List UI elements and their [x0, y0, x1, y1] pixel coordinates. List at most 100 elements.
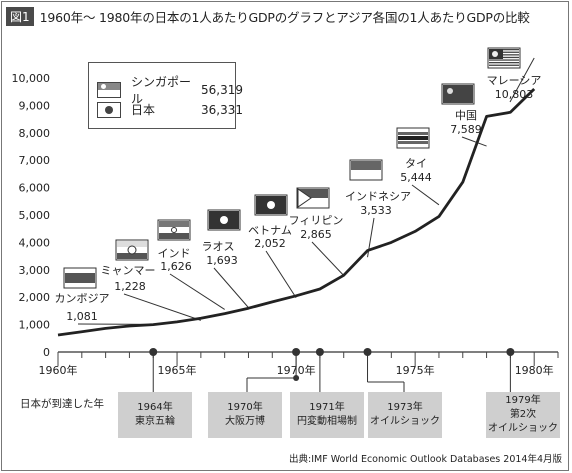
source-note: 出典:IMF World Economic Outlook Databases … [289, 454, 562, 465]
leader-line [265, 250, 297, 299]
y-tick-label: 2,000 [19, 291, 51, 304]
event-text: 東京五輪 [135, 416, 175, 427]
legend-name: 日本 [131, 103, 156, 117]
country-label: インドネシア [345, 190, 411, 203]
y-tick-label: 3,000 [19, 264, 51, 277]
country-value: 2,052 [254, 237, 286, 250]
x-tick-label: 1965年 [158, 363, 197, 377]
country-value: 1,081 [66, 310, 98, 323]
event-text: オイルショック [488, 423, 558, 434]
country-label: タイ [405, 157, 427, 170]
timeline-label: 日本が到達した年 [20, 398, 104, 410]
myanmar-flag-band [117, 241, 147, 247]
china-flag-star [447, 88, 453, 94]
malaysia-flag-crescent [492, 51, 498, 57]
event-text: 第2次 [509, 409, 537, 420]
event-year: 1971年 [309, 402, 345, 413]
title-text: 1960年～ 1980年の日本の1人あたりGDPのグラフとアジア各国の1人あたり… [39, 10, 530, 25]
leader-line [461, 136, 487, 147]
country-value: 1,228 [114, 280, 146, 293]
event-box: 1979年 第2次 オイルショック [486, 392, 560, 438]
malaysia-flag-stripe [489, 64, 519, 66]
leader-line [213, 267, 249, 308]
y-tick-label: 10,000 [12, 72, 51, 85]
event-year: 1973年 [387, 402, 423, 413]
country-value: 7,589 [450, 123, 482, 136]
y-tick-label: 4,000 [19, 236, 51, 249]
india-flag-band [159, 221, 189, 227]
india-flag-wheel [171, 227, 177, 233]
legend-item-japan: 日本 36,331 [97, 101, 243, 118]
leader-line [411, 184, 440, 206]
event-year: 1979年 [505, 395, 541, 406]
x-tick-label: 1975年 [396, 363, 435, 377]
country-label: ベトナム [248, 224, 292, 237]
event-box: 1964年 東京五輪 [118, 392, 192, 438]
country-label: 中国 [455, 109, 477, 122]
japan-flag-icon [97, 101, 121, 118]
myanmar-flag-star [127, 245, 137, 255]
y-tick-label: 5,000 [19, 209, 51, 222]
event-box: 1973年 オイルショック [368, 392, 442, 438]
malaysia-flag-stripe [489, 62, 519, 64]
malaysia-flag-stripe [489, 49, 519, 51]
leader-line [509, 57, 535, 103]
malaysia-flag-stripe [489, 54, 519, 56]
y-tick-label: 0 [43, 346, 50, 359]
thailand-flag-band [398, 132, 428, 135]
malaysia-flag-stripe [489, 59, 519, 61]
leader-line [123, 293, 202, 321]
country-value: 1,693 [206, 254, 238, 267]
x-tick-label: 1980年 [515, 363, 554, 377]
india-flag-band [159, 233, 189, 239]
legend: シンガポール 56,319 日本 36,331 [88, 62, 243, 129]
y-tick-label: 9,000 [19, 99, 51, 112]
event-box: 1970年 大阪万博 [208, 392, 282, 438]
philippines-flag-triangle [297, 188, 312, 208]
leader-line [169, 273, 225, 310]
country-value: 5,444 [400, 171, 432, 184]
event-box: 1971年 円変動相場制 [290, 392, 364, 438]
country-label: マレーシア [487, 74, 542, 87]
country-value: 3,533 [360, 204, 392, 217]
y-tick-label: 6,000 [19, 182, 51, 195]
y-tick-label: 7,000 [19, 154, 51, 167]
event-text: 大阪万博 [225, 416, 265, 427]
figure-title: 図1 1960年～ 1980年の日本の1人あたりGDPのグラフとアジア各国の1人… [6, 7, 530, 26]
legend-value: 36,331 [201, 102, 243, 117]
japan-gdp-line [57, 87, 536, 337]
leader-line [311, 241, 345, 276]
malaysia-flag-stripe [489, 51, 519, 53]
country-label: カンボジア [55, 292, 110, 305]
thailand-flag-band [398, 136, 428, 140]
y-tick-label: 8,000 [19, 127, 51, 140]
country-label: インド [158, 247, 191, 260]
indonesia-flag-band [351, 161, 381, 170]
figure-badge: 図1 [6, 7, 34, 26]
country-value: 2,865 [300, 228, 332, 241]
vietnam-flag-star [267, 201, 275, 209]
cambodia-flag-band [65, 273, 95, 283]
malaysia-flag-stripe [489, 56, 519, 59]
china-flag-field [443, 85, 473, 103]
laos-flag-disc [220, 216, 228, 224]
event-year: 1964年 [137, 402, 173, 413]
country-value: 1,626 [160, 260, 192, 273]
thailand-flag-band [398, 141, 428, 144]
event-year: 1970年 [227, 402, 263, 413]
country-label: ミャンマー [101, 264, 156, 277]
myanmar-flag-band [117, 253, 147, 259]
country-label: ラオス [202, 240, 235, 253]
singapore-flag-icon [97, 82, 121, 98]
legend-item-singapore: シンガポール 56,319 [97, 73, 243, 107]
event-text: 円変動相場制 [297, 416, 357, 427]
legend-value: 56,319 [201, 83, 243, 97]
y-tick-label: 1,000 [19, 319, 51, 332]
event-text: オイルショック [370, 416, 440, 427]
philippines-flag-band [298, 189, 328, 198]
country-label: フィリピン [289, 214, 344, 227]
x-tick-label: 1960年 [39, 363, 78, 377]
